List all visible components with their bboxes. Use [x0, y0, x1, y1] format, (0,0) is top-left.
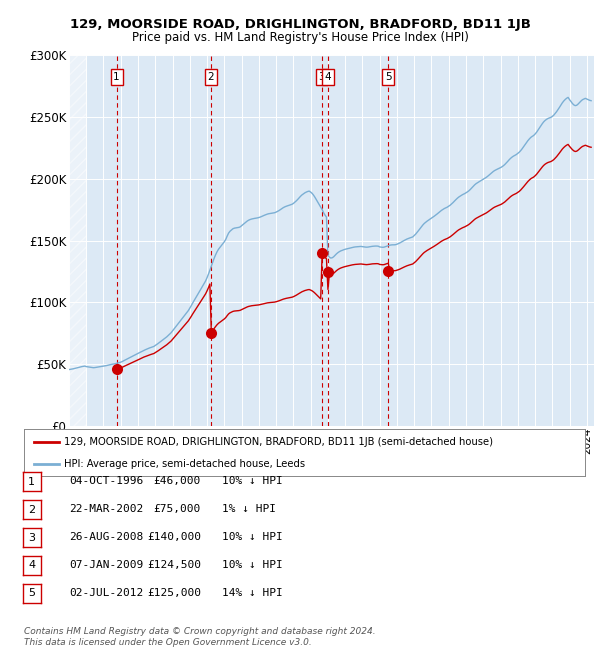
Text: 3: 3 — [319, 72, 325, 82]
Text: 26-AUG-2008: 26-AUG-2008 — [69, 532, 143, 542]
Text: 5: 5 — [385, 72, 392, 82]
Text: Contains HM Land Registry data © Crown copyright and database right 2024.
This d: Contains HM Land Registry data © Crown c… — [24, 627, 376, 647]
Text: 3: 3 — [28, 532, 35, 543]
Text: 10% ↓ HPI: 10% ↓ HPI — [222, 532, 283, 542]
Text: Price paid vs. HM Land Registry's House Price Index (HPI): Price paid vs. HM Land Registry's House … — [131, 31, 469, 44]
Text: 5: 5 — [28, 588, 35, 599]
Text: 2: 2 — [208, 72, 214, 82]
Text: 4: 4 — [28, 560, 35, 571]
Text: £46,000: £46,000 — [154, 476, 201, 486]
Text: 02-JUL-2012: 02-JUL-2012 — [69, 588, 143, 598]
Text: 10% ↓ HPI: 10% ↓ HPI — [222, 560, 283, 570]
Text: 1% ↓ HPI: 1% ↓ HPI — [222, 504, 276, 514]
Text: £125,000: £125,000 — [147, 588, 201, 598]
Text: 1: 1 — [28, 476, 35, 487]
Text: £75,000: £75,000 — [154, 504, 201, 514]
Text: 04-OCT-1996: 04-OCT-1996 — [69, 476, 143, 486]
Text: 07-JAN-2009: 07-JAN-2009 — [69, 560, 143, 570]
Bar — [69, 55, 86, 426]
Text: 10% ↓ HPI: 10% ↓ HPI — [222, 476, 283, 486]
Text: 129, MOORSIDE ROAD, DRIGHLINGTON, BRADFORD, BD11 1JB: 129, MOORSIDE ROAD, DRIGHLINGTON, BRADFO… — [70, 18, 530, 31]
Text: £140,000: £140,000 — [147, 532, 201, 542]
Text: 14% ↓ HPI: 14% ↓ HPI — [222, 588, 283, 598]
Text: HPI: Average price, semi-detached house, Leeds: HPI: Average price, semi-detached house,… — [64, 459, 305, 469]
Text: 129, MOORSIDE ROAD, DRIGHLINGTON, BRADFORD, BD11 1JB (semi-detached house): 129, MOORSIDE ROAD, DRIGHLINGTON, BRADFO… — [64, 437, 493, 447]
Text: £124,500: £124,500 — [147, 560, 201, 570]
Text: 2: 2 — [28, 504, 35, 515]
Text: 4: 4 — [325, 72, 332, 82]
Text: 1: 1 — [113, 72, 120, 82]
Text: 22-MAR-2002: 22-MAR-2002 — [69, 504, 143, 514]
